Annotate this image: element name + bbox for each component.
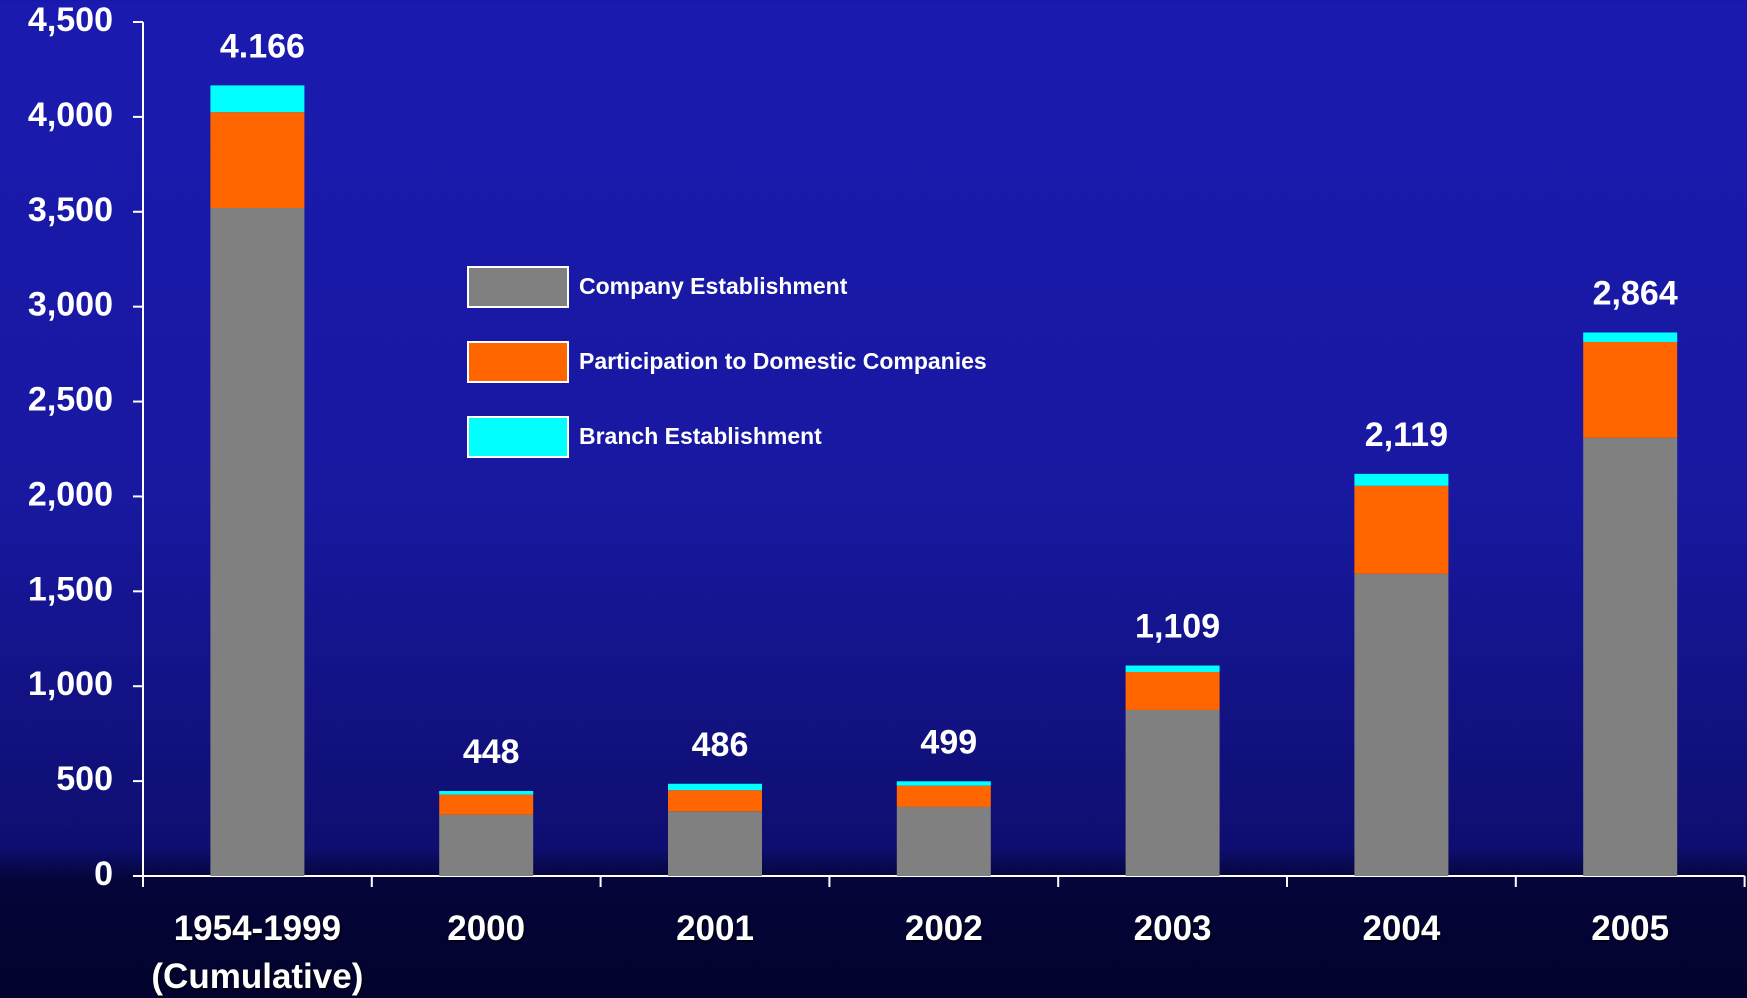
bar-segment: [1125, 665, 1220, 672]
bar-segment: [668, 790, 762, 812]
bar-segment: [1354, 473, 1449, 486]
bar-segment: [210, 85, 305, 113]
x-tick-label: 2000: [447, 909, 526, 948]
legend-label: Branch Establishment: [579, 423, 822, 449]
x-tick-label: 2003: [1133, 909, 1212, 948]
y-tick-label: 1,000: [28, 665, 113, 703]
bar-segment: [1125, 709, 1220, 876]
legend-swatch: [467, 416, 569, 458]
legend-label: Participation to Domestic Companies: [579, 348, 987, 374]
bar-segment: [896, 806, 991, 876]
bar-segment: [439, 794, 534, 815]
bar-segment: [1354, 573, 1449, 876]
bar-segment: [1583, 437, 1678, 876]
bar-segment: [439, 790, 534, 795]
y-tick-label: 3,000: [28, 286, 113, 324]
x-tick-label: 2001: [676, 909, 754, 948]
bar-segment: [1125, 671, 1220, 710]
y-tick-label: 4,500: [28, 1, 113, 39]
legend-swatch: [467, 266, 569, 308]
total-label: 1,109: [1135, 608, 1220, 646]
bar-segment: [1583, 332, 1678, 342]
y-tick-label: 500: [56, 760, 113, 798]
bar-segment: [210, 112, 305, 208]
y-tick-label: 1,500: [28, 570, 113, 608]
x-tick-label: 2002: [904, 909, 983, 948]
x-tick-label: 1954-1999 (Cumulative): [151, 909, 364, 996]
y-tick-label: 3,500: [28, 191, 113, 229]
y-tick-label: 4,000: [28, 96, 113, 134]
total-label: 2,119: [1365, 416, 1448, 454]
total-label: 486: [692, 726, 749, 764]
total-label: 2,864: [1593, 274, 1678, 312]
legend-label: Company Establishment: [579, 273, 848, 299]
y-tick-label: 2,500: [28, 381, 113, 419]
bar-segment: [1583, 341, 1678, 438]
bar-segment: [668, 811, 762, 876]
bar-segment: [1354, 485, 1449, 574]
x-tick-label: 2004: [1362, 909, 1441, 948]
x-tick-label: 2005: [1591, 909, 1670, 948]
bar-segment: [210, 207, 305, 876]
legend-swatch: [467, 341, 569, 383]
total-label: 499: [920, 723, 977, 761]
bar-segment: [668, 783, 762, 791]
total-label: 4.166: [220, 27, 305, 65]
bar-segment: [439, 814, 534, 876]
y-tick-label: 0: [94, 855, 113, 893]
bar-segment: [896, 781, 991, 786]
total-label: 448: [463, 733, 520, 771]
y-tick-label: 2,000: [28, 475, 113, 513]
bar-segment: [896, 785, 991, 807]
